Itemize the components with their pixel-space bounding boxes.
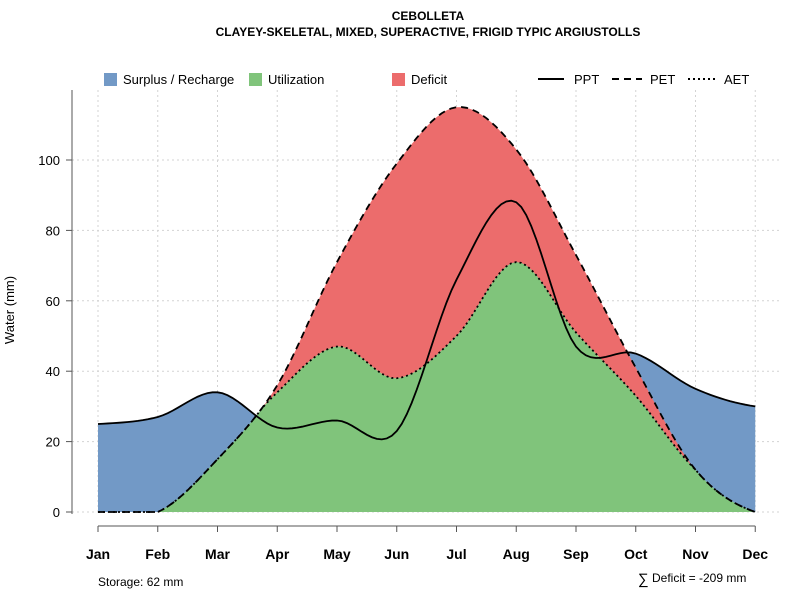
series-lines: [97, 106, 756, 513]
y-tick-label: 0: [53, 505, 60, 520]
y-tick-label: 60: [46, 294, 60, 309]
utilization-area: [98, 262, 756, 512]
storage-note: Storage: 62 mm: [98, 575, 183, 589]
sum-symbol: ∑: [638, 571, 649, 588]
chart-subtitle: CLAYEY-SKELETAL, MIXED, SUPERACTIVE, FRI…: [216, 25, 641, 39]
y-tick-label: 100: [38, 153, 60, 168]
legend-swatch-utilization: [249, 73, 262, 86]
area-fills: [98, 107, 756, 512]
y-axis-label: Water (mm): [2, 276, 17, 344]
x-tick-label-jan: Jan: [86, 546, 110, 562]
x-tick-label-aug: Aug: [503, 546, 530, 562]
legend-label-aet: AET: [724, 72, 749, 87]
legend: Surplus / Recharge Utilization Deficit P…: [104, 72, 749, 87]
legend-label-deficit: Deficit: [411, 72, 448, 87]
x-tick-label-dec: Dec: [742, 546, 768, 562]
series-line-ppt: [97, 199, 756, 441]
x-tick-label-may: May: [323, 546, 350, 562]
y-tick-label: 20: [46, 435, 60, 450]
legend-swatch-deficit: [392, 73, 405, 86]
y-tick-label: 80: [46, 223, 60, 238]
x-tick-label-sep: Sep: [563, 546, 589, 562]
x-tick-label-mar: Mar: [205, 546, 230, 562]
axes: 0 20 40 60 80 100 Jan Feb Mar Apr May Jun Jul Aug Sep O…: [38, 90, 768, 562]
legend-label-ppt: PPT: [574, 72, 599, 87]
x-tick-label-jun: Jun: [384, 546, 409, 562]
chart-title: CEBOLLETA: [392, 9, 465, 23]
x-tick-label-oct: Oct: [624, 546, 648, 562]
x-tick-label-jul: Jul: [446, 546, 466, 562]
deficit-area: [98, 107, 756, 512]
legend-swatch-surplus: [104, 73, 117, 86]
y-tick-label: 40: [46, 364, 60, 379]
legend-label-surplus: Surplus / Recharge: [123, 72, 234, 87]
legend-label-utilization: Utilization: [268, 72, 324, 87]
x-tick-label-apr: Apr: [265, 546, 290, 562]
x-tick-label-feb: Feb: [145, 546, 170, 562]
x-tick-label-nov: Nov: [682, 546, 709, 562]
series-line-aet: [98, 261, 756, 513]
legend-label-pet: PET: [650, 72, 675, 87]
deficit-note: Deficit = -209 mm: [652, 571, 746, 585]
